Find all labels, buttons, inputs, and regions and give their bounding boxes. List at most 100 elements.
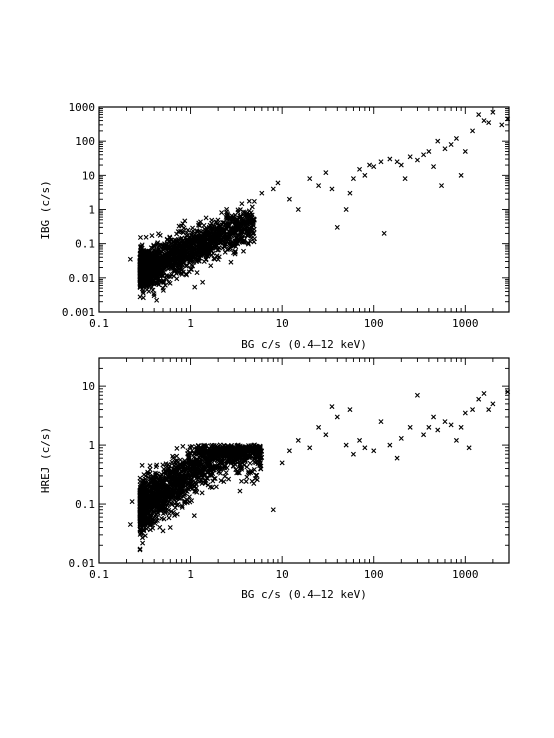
data-point [182, 218, 188, 224]
data-point [251, 226, 257, 232]
data-point [180, 244, 186, 250]
data-point [203, 215, 209, 221]
data-point [160, 497, 166, 503]
data-point [187, 444, 193, 450]
data-point [248, 221, 254, 227]
data-point [248, 445, 254, 451]
data-point [194, 239, 200, 245]
data-point [161, 264, 167, 270]
data-point [505, 389, 511, 395]
data-point [239, 201, 245, 207]
data-point [181, 473, 187, 479]
data-point [141, 494, 147, 500]
data-point [209, 442, 215, 448]
data-point [165, 491, 171, 497]
data-point [387, 442, 393, 448]
data-point [149, 233, 155, 239]
data-point [197, 447, 203, 453]
data-point [216, 453, 222, 459]
data-point [217, 445, 223, 451]
data-point [232, 448, 238, 454]
data-point [181, 498, 187, 504]
data-point [147, 278, 153, 284]
data-point [426, 148, 432, 154]
data-point [169, 468, 175, 474]
data-point [476, 112, 482, 118]
data-point [442, 146, 448, 152]
y-tick-label: 10 [82, 380, 95, 393]
data-point [199, 252, 205, 258]
data-point [162, 252, 168, 258]
data-point [138, 527, 144, 533]
data-point [191, 254, 197, 260]
data-point [174, 231, 180, 237]
data-point [145, 258, 151, 264]
data-point [481, 118, 487, 124]
x-tick-label: 1000 [452, 317, 479, 330]
data-point [148, 491, 154, 497]
data-point [176, 471, 182, 477]
data-point [381, 230, 387, 236]
data-point [177, 250, 183, 256]
data-point [167, 274, 173, 280]
data-point [189, 448, 195, 453]
data-point [252, 236, 258, 242]
data-point [137, 547, 143, 553]
data-point [214, 219, 220, 225]
data-point [490, 109, 496, 115]
data-point [200, 467, 206, 473]
data-point [200, 279, 206, 285]
data-point [174, 492, 180, 498]
data-point [247, 238, 253, 244]
data-point [172, 505, 178, 511]
x-tick-label: 1 [187, 568, 194, 581]
data-point [188, 246, 194, 252]
data-point [179, 464, 185, 470]
y-tick-label: 1 [88, 204, 95, 217]
data-point [233, 220, 239, 226]
data-point [177, 480, 183, 486]
data-point [255, 451, 261, 457]
data-point [185, 486, 191, 492]
data-point [209, 225, 215, 231]
data-point [145, 469, 151, 475]
data-point [172, 485, 178, 491]
data-point [164, 502, 170, 508]
data-point [138, 244, 144, 250]
data-point [160, 511, 166, 517]
data-point [200, 453, 206, 459]
data-point [208, 471, 214, 477]
data-point [217, 238, 222, 243]
y-tick-label: 0.01 [69, 557, 96, 570]
x-axis-label-top: BG c/s (0.4–12 keV) [241, 338, 367, 351]
data-point [334, 224, 340, 230]
data-point [177, 461, 183, 467]
data-point [286, 196, 292, 202]
data-point [182, 498, 188, 504]
data-point [466, 445, 472, 451]
data-point [221, 479, 227, 485]
data-point [194, 229, 200, 235]
points-bottom [127, 389, 511, 553]
data-point [176, 223, 182, 229]
data-point [233, 219, 239, 225]
data-point [259, 190, 265, 196]
data-point [439, 183, 445, 189]
data-point [178, 228, 184, 234]
data-point [184, 459, 190, 465]
data-point [155, 278, 161, 284]
data-point [211, 476, 217, 482]
data-point [232, 249, 238, 255]
data-point [394, 455, 400, 461]
data-point [208, 263, 214, 269]
data-point [140, 248, 146, 254]
data-point [127, 256, 133, 262]
data-point [247, 460, 253, 466]
data-point [155, 482, 161, 488]
data-point [140, 288, 146, 294]
data-point [161, 246, 167, 252]
x-tick-label: 100 [364, 568, 384, 581]
data-point [295, 437, 301, 443]
x-ticks-bottom: 0.1 1 10 100 1000 [89, 358, 510, 581]
